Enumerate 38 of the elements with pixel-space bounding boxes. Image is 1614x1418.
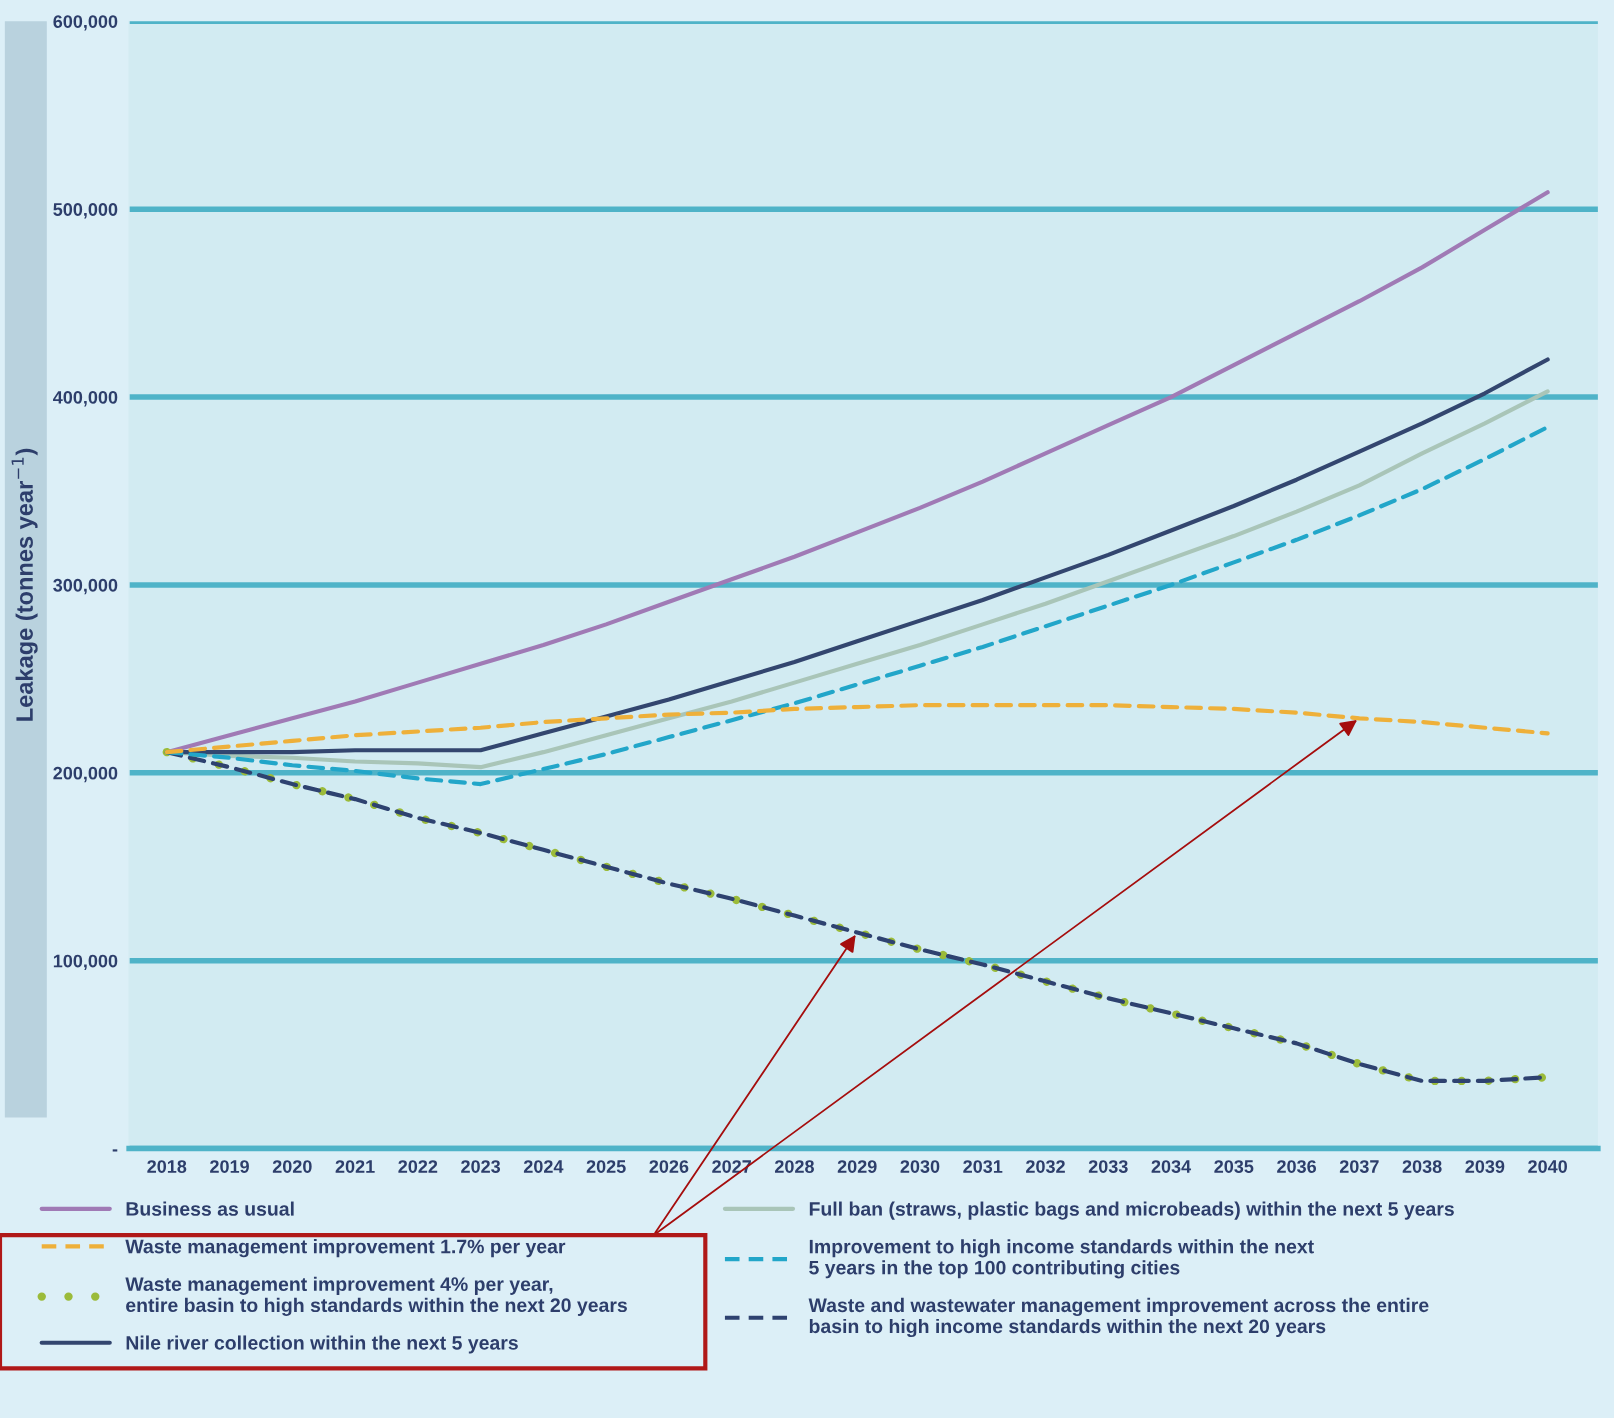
y-tick-label: 600,000 bbox=[53, 15, 118, 31]
x-tick-label: 2031 bbox=[963, 1160, 1003, 1173]
x-tick-label: 2019 bbox=[210, 1160, 249, 1173]
x-tick-label: 2026 bbox=[649, 1160, 689, 1173]
legend-label: Improvement to high income standards within the next 5 years in the top 100 contributing cities bbox=[809, 1239, 1314, 1279]
legend-label: Waste management improvement 1.7% per year bbox=[125, 1239, 566, 1258]
x-tick-label: 2039 bbox=[1465, 1160, 1505, 1173]
x-tick-label: 2036 bbox=[1277, 1160, 1317, 1173]
y-tick-label: 300,000 bbox=[53, 578, 118, 595]
x-tick-label: 2023 bbox=[461, 1160, 501, 1173]
x-tick-label: 2030 bbox=[900, 1160, 940, 1173]
x-tick-label: 2034 bbox=[1151, 1160, 1192, 1173]
line-series bbox=[164, 703, 1550, 755]
x-tick-label: 2040 bbox=[1528, 1160, 1567, 1173]
x-tick-label: 2024 bbox=[523, 1160, 564, 1173]
x-tick-label: 2028 bbox=[774, 1160, 814, 1173]
x-tick-label: 2032 bbox=[1026, 1160, 1065, 1173]
x-tick-label: 2033 bbox=[1088, 1160, 1128, 1173]
x-tick-label: 2037 bbox=[1339, 1160, 1379, 1173]
y-tick-label: - bbox=[112, 1149, 118, 1152]
y-axis-title: Leakage (tonnes year$^{−1}$) bbox=[11, 448, 38, 721]
legend-label: Business as usual bbox=[126, 1201, 294, 1216]
y-tick-label: 200,000 bbox=[53, 766, 118, 783]
x-tick-label: 2021 bbox=[335, 1160, 375, 1173]
x-tick-label: 2022 bbox=[398, 1160, 438, 1173]
y-tick-label: 500,000 bbox=[53, 203, 118, 219]
x-tick-label: 2035 bbox=[1214, 1160, 1254, 1173]
x-tick-label: 2018 bbox=[147, 1160, 187, 1173]
y-tick-label: 400,000 bbox=[53, 390, 118, 407]
x-tick-label: 2038 bbox=[1402, 1160, 1442, 1173]
legend-label: Waste and wastewater management improvement across the entire basin to high income standards within the next 20 years bbox=[808, 1297, 1429, 1338]
x-tick-label: 2025 bbox=[586, 1160, 626, 1173]
legend-label: Nile river collection within the next 5 years bbox=[126, 1335, 518, 1354]
legend-label: Waste management improvement 4% per year, entire basin to high standards within the next 20 years bbox=[125, 1276, 627, 1316]
legend-label: Full ban (straws, plastic bags and microbeads) within the next 5 years bbox=[809, 1201, 1454, 1220]
x-tick-label: 2020 bbox=[272, 1160, 312, 1173]
y-tick-label: 100,000 bbox=[53, 954, 118, 971]
x-tick-label: 2029 bbox=[837, 1160, 877, 1173]
